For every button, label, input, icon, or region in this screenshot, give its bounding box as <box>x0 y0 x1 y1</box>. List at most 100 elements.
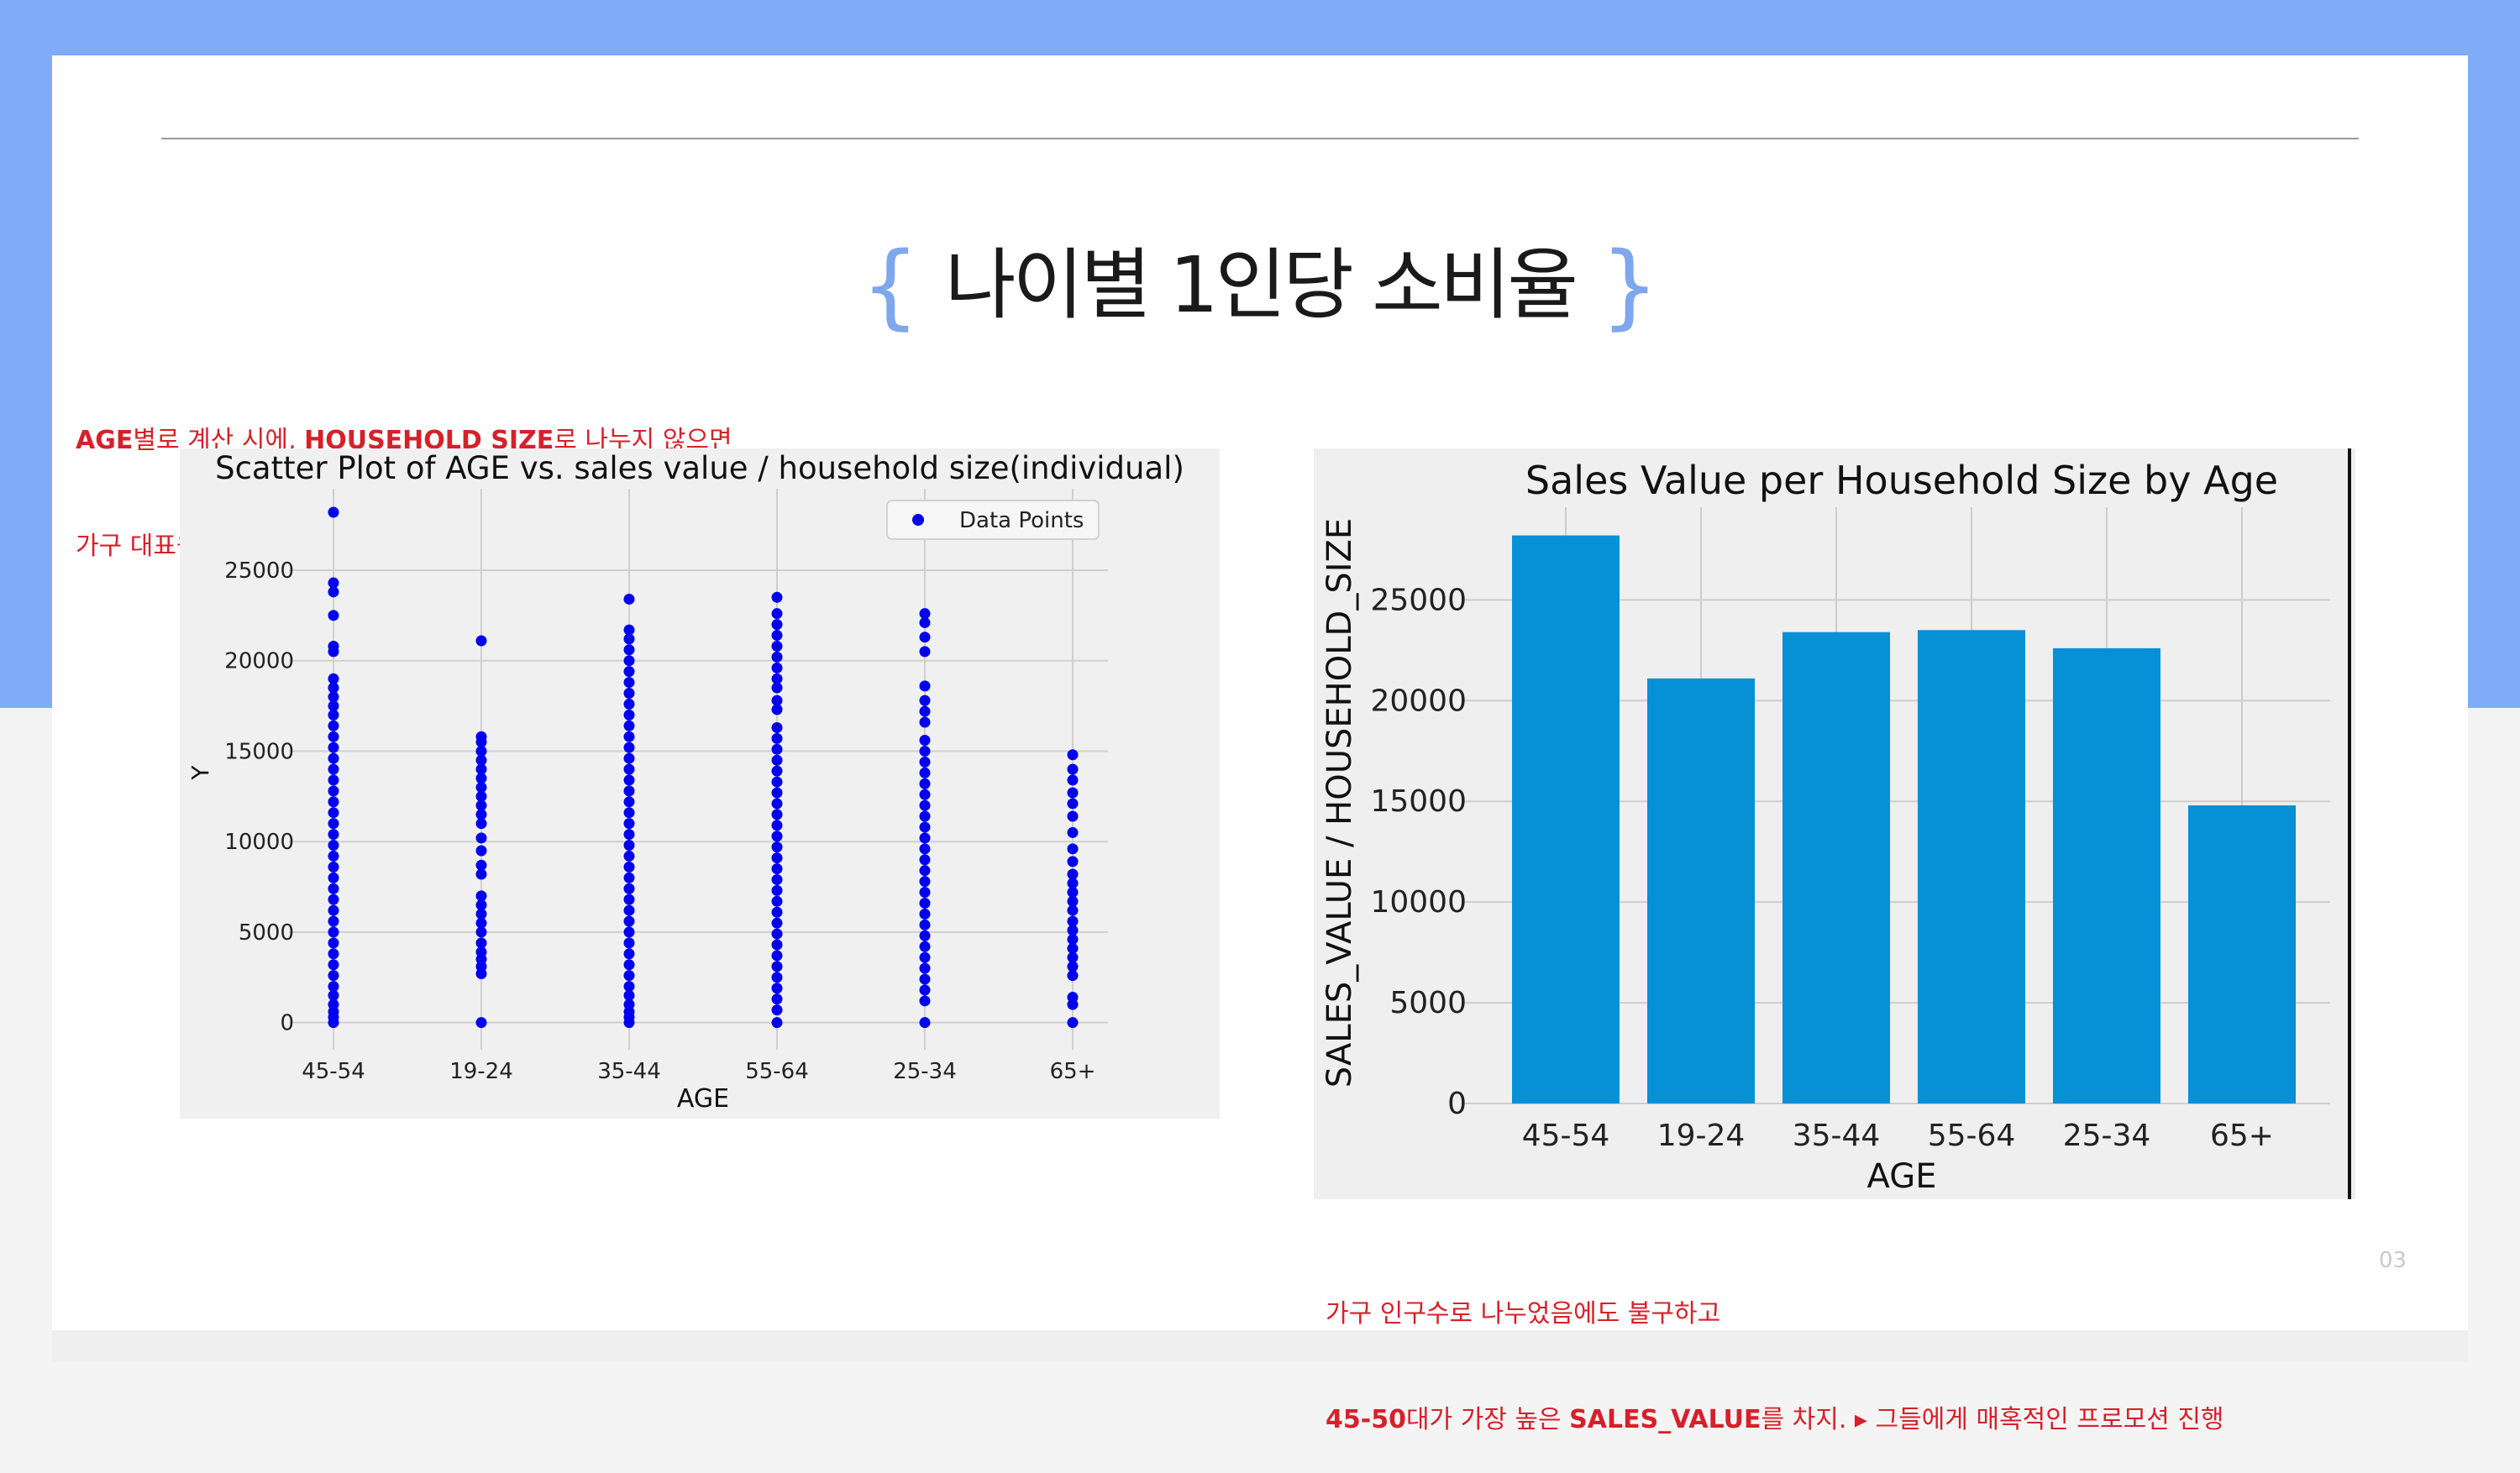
scatter-point <box>328 774 339 786</box>
note-text-run: 대가 가장 높은 <box>1405 1405 1570 1434</box>
scatter-point <box>623 752 635 764</box>
scatter-point <box>919 984 931 996</box>
scatter-point <box>771 972 783 983</box>
bar-ytick-label: 10000 <box>1370 885 1467 920</box>
bar-xtick-label: 25-34 <box>2063 1119 2151 1153</box>
note-bottom: 가구 인구수로 나누었음에도 불구하고 45-50대가 가장 높은 SALES_… <box>1326 1226 2224 1473</box>
scatter-point <box>328 981 339 993</box>
scatter-point <box>919 897 931 909</box>
bar-ytick-label: 20000 <box>1370 684 1467 718</box>
scatter-point <box>771 961 783 972</box>
scatter-point <box>919 745 931 757</box>
scatter-point <box>1067 826 1079 838</box>
scatter-ytick-label: 15000 <box>224 739 294 764</box>
scatter-point <box>771 950 783 962</box>
scatter-point <box>919 887 931 899</box>
scatter-point <box>623 981 635 993</box>
bar <box>1647 678 1755 1103</box>
scatter-point <box>623 698 635 710</box>
scatter-point <box>771 651 783 663</box>
scatter-point <box>1067 915 1079 927</box>
scatter-point <box>623 818 635 830</box>
scatter-point <box>328 682 339 694</box>
scatter-point <box>919 865 931 877</box>
scatter-point <box>475 868 487 880</box>
scatter-point <box>771 743 783 755</box>
scatter-point <box>328 915 339 927</box>
scatter-xtick-label: 25-34 <box>893 1059 957 1084</box>
scatter-point <box>919 810 931 822</box>
right-brace-icon: } <box>1600 232 1660 339</box>
scatter-point <box>623 915 635 927</box>
scatter-point <box>623 807 635 819</box>
bar-ylabel: SALES_VALUE / HOUSEHOLD_SIZE <box>1320 518 1359 1088</box>
scatter-point <box>919 705 931 717</box>
scatter-point <box>475 754 487 766</box>
bar-title: Sales Value per Household Size by Age <box>1525 458 2278 503</box>
scatter-point <box>328 610 339 621</box>
left-brace-icon: { <box>860 232 920 339</box>
scatter-point <box>1067 868 1079 880</box>
scatter-point <box>328 742 339 753</box>
scatter-point <box>623 677 635 689</box>
scatter-point <box>623 763 635 775</box>
bar-ytick-label: 5000 <box>1389 986 1467 1020</box>
note-bottom-line1: 가구 인구수로 나누었음에도 불구하고 <box>1326 1297 2224 1332</box>
scatter-point <box>328 752 339 764</box>
scatter-point <box>475 809 487 820</box>
scatter-point <box>771 732 783 744</box>
legend-label: Data Points <box>959 508 1084 533</box>
scatter-xtick-label: 19-24 <box>449 1059 513 1084</box>
bar <box>2188 805 2296 1103</box>
scatter-point <box>623 633 635 645</box>
scatter-point <box>919 695 931 706</box>
scatter-point <box>771 619 783 631</box>
scatter-point <box>623 687 635 699</box>
scatter-point <box>919 616 931 628</box>
page-number: 03 <box>2379 1248 2407 1273</box>
scatter-point <box>623 894 635 905</box>
scatter-point <box>1067 878 1079 889</box>
scatter-point <box>623 731 635 742</box>
scatter-point <box>475 899 487 911</box>
scatter-point <box>919 919 931 930</box>
scatter-point <box>623 872 635 883</box>
scatter-point <box>328 989 339 1001</box>
scatter-point <box>1067 810 1079 822</box>
scatter-point <box>623 989 635 1001</box>
bar-xtick-label: 45-54 <box>1522 1119 1610 1153</box>
note-text-run: 45-50 <box>1326 1405 1406 1434</box>
bar-xlabel: AGE <box>1867 1157 1937 1196</box>
scatter-point <box>1067 856 1079 868</box>
scatter-point <box>771 1017 783 1029</box>
scatter-legend: Data Points <box>886 500 1100 540</box>
scatter-point <box>328 796 339 808</box>
scatter-point <box>771 939 783 951</box>
scatter-point <box>1067 798 1079 810</box>
note-text-run: AGE <box>76 426 134 455</box>
scatter-ytick-label: 10000 <box>224 830 294 855</box>
scatter-point <box>475 832 487 844</box>
scatter-point <box>623 948 635 960</box>
scatter-point <box>475 763 487 775</box>
scatter-point <box>771 884 783 896</box>
scatter-point <box>771 873 783 885</box>
scatter-point <box>623 840 635 852</box>
title-block: {나이별 1인당 소비율} <box>0 227 2520 344</box>
scatter-point <box>623 709 635 721</box>
scatter-point <box>328 970 339 982</box>
scatter-point <box>771 640 783 652</box>
scatter-point <box>919 646 931 658</box>
scatter-point <box>771 1004 783 1016</box>
scatter-point <box>919 632 931 643</box>
scatter-title: Scatter Plot of AGE vs. sales value / ho… <box>215 450 1184 486</box>
scatter-point <box>328 861 339 873</box>
scatter-chart: 0 5000 10000 15000 20000 25000 45-54 19-24 35-44… <box>180 448 1220 1119</box>
scatter-point <box>919 973 931 985</box>
scatter-point <box>1067 904 1079 916</box>
scatter-point <box>623 785 635 797</box>
scatter-point <box>919 778 931 789</box>
scatter-point <box>328 640 339 652</box>
scatter-point <box>771 704 783 716</box>
note-text-run: 를 차지. ▸ 그들에게 매혹적인 프로모션 진행 <box>1761 1405 2224 1434</box>
